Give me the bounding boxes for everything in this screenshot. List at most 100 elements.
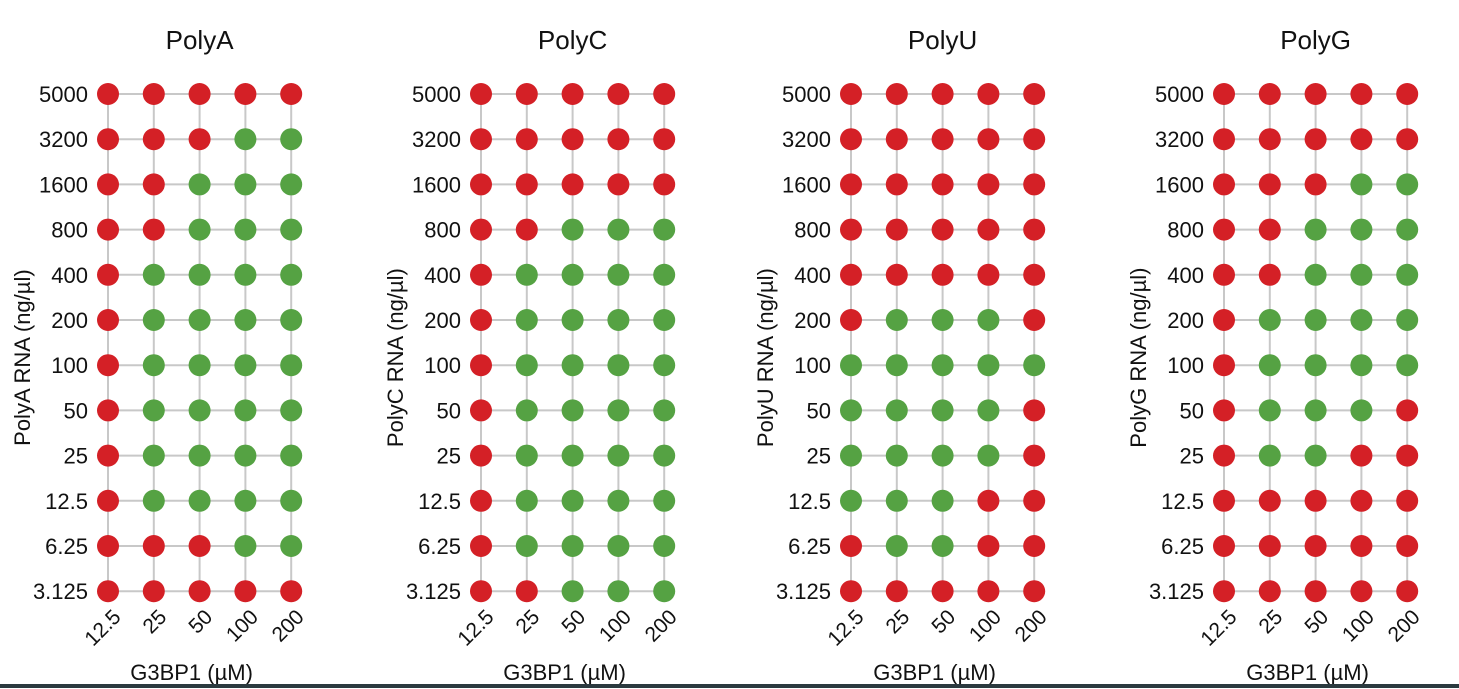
data-point xyxy=(561,489,584,512)
data-point xyxy=(97,580,119,603)
data-point xyxy=(607,535,630,557)
y-tick-label: 200 xyxy=(1167,308,1204,333)
data-point xyxy=(280,444,303,467)
y-tick-label: 3200 xyxy=(412,127,461,152)
y-tick-label: 50 xyxy=(64,398,88,423)
data-point xyxy=(515,399,538,422)
data-point xyxy=(653,580,676,603)
x-tick-label: 12.5 xyxy=(453,605,498,650)
data-point xyxy=(1213,309,1235,331)
data-point xyxy=(607,83,630,105)
data-point xyxy=(885,399,908,422)
data-point xyxy=(931,489,954,512)
data-point xyxy=(1258,399,1281,422)
data-point xyxy=(1396,580,1419,603)
data-point xyxy=(1213,399,1235,422)
data-point xyxy=(653,218,676,241)
data-point xyxy=(840,309,862,331)
y-tick-label: 3200 xyxy=(1155,127,1204,152)
data-point xyxy=(931,263,954,286)
data-point xyxy=(188,399,211,422)
x-tick-label: 25 xyxy=(512,605,545,638)
data-point xyxy=(931,173,954,196)
data-point xyxy=(1304,128,1327,151)
y-tick-label: 3.125 xyxy=(776,579,831,604)
data-point xyxy=(515,128,538,151)
data-point xyxy=(561,173,584,196)
panel-title: PolyC xyxy=(538,25,607,55)
data-point xyxy=(515,173,538,196)
data-point xyxy=(653,535,676,557)
x-axis-label: G3BP1 (µM) xyxy=(503,660,626,684)
data-point xyxy=(188,83,211,105)
data-point xyxy=(515,263,538,286)
x-tick-label: 200 xyxy=(1384,605,1425,646)
data-point xyxy=(885,83,908,105)
y-tick-label: 200 xyxy=(794,308,831,333)
data-point xyxy=(653,263,676,286)
y-tick-label: 200 xyxy=(424,308,461,333)
y-tick-label: 3.125 xyxy=(406,579,461,604)
data-point xyxy=(653,489,676,512)
data-point xyxy=(515,354,538,377)
data-point xyxy=(607,444,630,467)
y-tick-label: 6.25 xyxy=(788,534,831,559)
data-point xyxy=(515,444,538,467)
chart-panel-polyc: PolyC500032001600800400200100502512.56.2… xyxy=(383,25,682,685)
y-tick-label: 50 xyxy=(1180,398,1204,423)
data-point xyxy=(280,399,303,422)
data-point xyxy=(97,218,119,241)
data-point xyxy=(1304,218,1327,241)
data-point xyxy=(1350,83,1373,105)
data-point xyxy=(188,580,211,603)
data-point xyxy=(840,535,862,557)
data-point xyxy=(1258,535,1281,557)
data-point xyxy=(885,218,908,241)
data-point xyxy=(1023,128,1046,151)
y-tick-label: 3200 xyxy=(39,127,88,152)
y-tick-label: 25 xyxy=(437,444,461,469)
data-point xyxy=(280,489,303,512)
data-point xyxy=(653,83,676,105)
data-point xyxy=(1023,173,1046,196)
data-point xyxy=(234,173,257,196)
x-tick-label: 100 xyxy=(965,605,1006,646)
data-point xyxy=(1396,263,1419,286)
data-point xyxy=(653,309,676,331)
data-point xyxy=(97,128,119,151)
data-point xyxy=(885,354,908,377)
data-point xyxy=(977,263,1000,286)
data-point xyxy=(653,399,676,422)
data-point xyxy=(1304,83,1327,105)
y-tick-label: 100 xyxy=(424,353,461,378)
data-point xyxy=(234,263,257,286)
data-point xyxy=(234,218,257,241)
y-tick-label: 100 xyxy=(1167,353,1204,378)
data-point xyxy=(1304,580,1327,603)
data-point xyxy=(840,580,862,603)
y-tick-label: 12.5 xyxy=(1161,489,1204,514)
y-tick-label: 800 xyxy=(794,218,831,243)
data-point xyxy=(1304,354,1327,377)
y-tick-label: 100 xyxy=(794,353,831,378)
data-point xyxy=(653,444,676,467)
bottom-edge-bar xyxy=(0,684,1459,688)
y-tick-label: 25 xyxy=(807,444,831,469)
data-point xyxy=(931,309,954,331)
data-point xyxy=(1258,128,1281,151)
y-tick-label: 400 xyxy=(794,263,831,288)
y-tick-label: 5000 xyxy=(412,82,461,107)
x-axis-label: G3BP1 (µM) xyxy=(130,660,253,684)
data-point xyxy=(1350,263,1373,286)
data-point xyxy=(234,128,257,151)
y-tick-label: 5000 xyxy=(1155,82,1204,107)
data-point xyxy=(470,444,492,467)
data-point xyxy=(188,263,211,286)
data-point xyxy=(142,83,165,105)
data-point xyxy=(280,218,303,241)
data-point xyxy=(931,399,954,422)
data-point xyxy=(234,83,257,105)
data-point xyxy=(188,128,211,151)
data-point xyxy=(1350,354,1373,377)
data-point xyxy=(188,218,211,241)
